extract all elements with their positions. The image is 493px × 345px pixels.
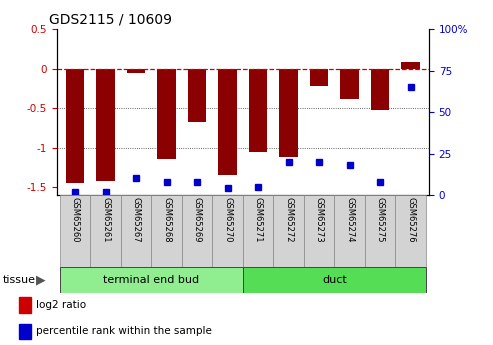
FancyBboxPatch shape <box>273 195 304 267</box>
FancyBboxPatch shape <box>304 195 334 267</box>
FancyBboxPatch shape <box>243 195 273 267</box>
FancyBboxPatch shape <box>90 195 121 267</box>
FancyBboxPatch shape <box>121 195 151 267</box>
Bar <box>66 69 84 183</box>
Text: GSM65269: GSM65269 <box>193 197 202 243</box>
Text: GSM65274: GSM65274 <box>345 197 354 243</box>
Text: percentile rank within the sample: percentile rank within the sample <box>35 326 211 336</box>
FancyBboxPatch shape <box>182 195 212 267</box>
Bar <box>218 69 237 175</box>
Text: GSM65273: GSM65273 <box>315 197 323 243</box>
Text: GSM65276: GSM65276 <box>406 197 415 243</box>
FancyBboxPatch shape <box>60 267 243 293</box>
FancyBboxPatch shape <box>243 267 426 293</box>
Bar <box>19 297 31 313</box>
Text: GDS2115 / 10609: GDS2115 / 10609 <box>49 12 172 27</box>
Bar <box>188 69 206 122</box>
Text: GSM65268: GSM65268 <box>162 197 171 243</box>
Bar <box>127 69 145 73</box>
Text: GSM65260: GSM65260 <box>70 197 79 243</box>
FancyBboxPatch shape <box>60 195 90 267</box>
Bar <box>249 69 267 151</box>
FancyBboxPatch shape <box>395 195 426 267</box>
Text: GSM65275: GSM65275 <box>376 197 385 243</box>
Text: ▶: ▶ <box>36 274 46 286</box>
Text: tissue: tissue <box>2 275 35 285</box>
Text: GSM65272: GSM65272 <box>284 197 293 243</box>
Bar <box>157 69 176 159</box>
Text: GSM65271: GSM65271 <box>253 197 263 243</box>
Bar <box>310 69 328 86</box>
Text: GSM65270: GSM65270 <box>223 197 232 243</box>
Bar <box>401 62 420 69</box>
Text: GSM65267: GSM65267 <box>132 197 141 243</box>
Text: terminal end bud: terminal end bud <box>103 275 199 285</box>
FancyBboxPatch shape <box>151 195 182 267</box>
Text: log2 ratio: log2 ratio <box>35 300 86 310</box>
Text: GSM65261: GSM65261 <box>101 197 110 243</box>
Bar <box>19 324 31 339</box>
FancyBboxPatch shape <box>334 195 365 267</box>
Bar <box>371 69 389 110</box>
Bar <box>341 69 359 99</box>
Bar <box>280 69 298 157</box>
FancyBboxPatch shape <box>212 195 243 267</box>
Text: duct: duct <box>322 275 347 285</box>
FancyBboxPatch shape <box>365 195 395 267</box>
Bar <box>96 69 115 181</box>
